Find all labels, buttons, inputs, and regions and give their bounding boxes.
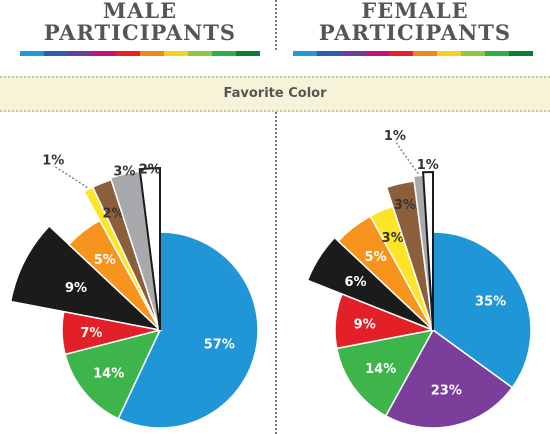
- stripe-segment: [293, 51, 317, 56]
- slice-label-green: 14%: [93, 367, 124, 382]
- slice-label-black: 9%: [65, 281, 87, 296]
- stripe-segment: [365, 51, 389, 56]
- slice-label-white: 1%: [417, 158, 439, 173]
- slice-label-orange: 5%: [365, 250, 387, 265]
- color-stripe-left: [20, 51, 260, 56]
- male-title-line1: MALE: [102, 0, 178, 23]
- female-title-line1: FEMALE: [361, 0, 469, 23]
- slice-label-yellow: 3%: [382, 231, 404, 246]
- stripe-segment: [92, 51, 116, 56]
- stripe-segment: [44, 51, 68, 56]
- stripe-segment: [188, 51, 212, 56]
- stripe-segment: [317, 51, 341, 56]
- slice-label-gray: 3%: [113, 165, 135, 180]
- vertical-divider-top: [275, 0, 277, 50]
- slice-label-blue: 57%: [204, 337, 235, 352]
- slice-label-black: 6%: [344, 275, 366, 290]
- slice-label-brown: 3%: [394, 198, 416, 213]
- pie-slice-white: [138, 166, 161, 331]
- stripe-segment: [485, 51, 509, 56]
- stripe-segment: [20, 51, 44, 56]
- stripe-segment: [140, 51, 164, 56]
- color-stripe-right: [293, 51, 533, 56]
- male-participants-title: MALE PARTICIPANTS: [5, 0, 275, 44]
- pie-slice-black: [9, 224, 163, 332]
- stripe-segment: [236, 51, 260, 56]
- female-participants-title: FEMALE PARTICIPANTS: [280, 0, 550, 44]
- pie-slice-green: [335, 328, 435, 417]
- stripe-segment: [461, 51, 485, 56]
- leader-line: [52, 164, 88, 189]
- pie-slice-purple: [384, 328, 514, 429]
- male-title-line2: PARTICIPANTS: [43, 20, 237, 45]
- female-pie-chart: 35% 23% 14% 9% 6% 5% 3% 3% 1% 1%: [306, 129, 532, 429]
- slice-label-brown: 2%: [102, 207, 124, 222]
- stripe-segment: [509, 51, 533, 56]
- pie-slice-blue: [117, 231, 259, 429]
- slice-label-green: 14%: [365, 362, 396, 377]
- stripe-segment: [341, 51, 365, 56]
- male-pie-chart: 57% 14% 7% 9% 5% 1% 2% 3% 2%: [9, 154, 259, 429]
- stripe-segment: [212, 51, 236, 56]
- slice-label-orange: 5%: [94, 253, 116, 268]
- pie-slice-black: [306, 236, 434, 331]
- section-band: Favorite Color: [0, 76, 550, 112]
- leader-line: [394, 140, 419, 175]
- slice-label-white: 2%: [139, 162, 161, 177]
- slice-label-yellow: 1%: [42, 154, 64, 169]
- pie-slice-blue: [432, 231, 532, 389]
- pie-slice-green: [64, 328, 162, 420]
- pie-slice-white: [422, 170, 434, 331]
- female-title-line2: PARTICIPANTS: [318, 20, 512, 45]
- stripe-segment: [68, 51, 92, 56]
- stripe-segment: [116, 51, 140, 56]
- slice-label-gray: 1%: [384, 129, 406, 144]
- slice-label-blue: 35%: [475, 295, 506, 310]
- stripe-segment: [164, 51, 188, 56]
- slice-label-purple: 23%: [431, 383, 462, 398]
- stripe-segment: [389, 51, 413, 56]
- stripe-segment: [437, 51, 461, 56]
- slice-label-red: 9%: [354, 318, 376, 333]
- section-label: Favorite Color: [223, 86, 327, 101]
- slice-label-red: 7%: [80, 326, 102, 341]
- stripe-segment: [413, 51, 437, 56]
- vertical-divider: [275, 112, 277, 434]
